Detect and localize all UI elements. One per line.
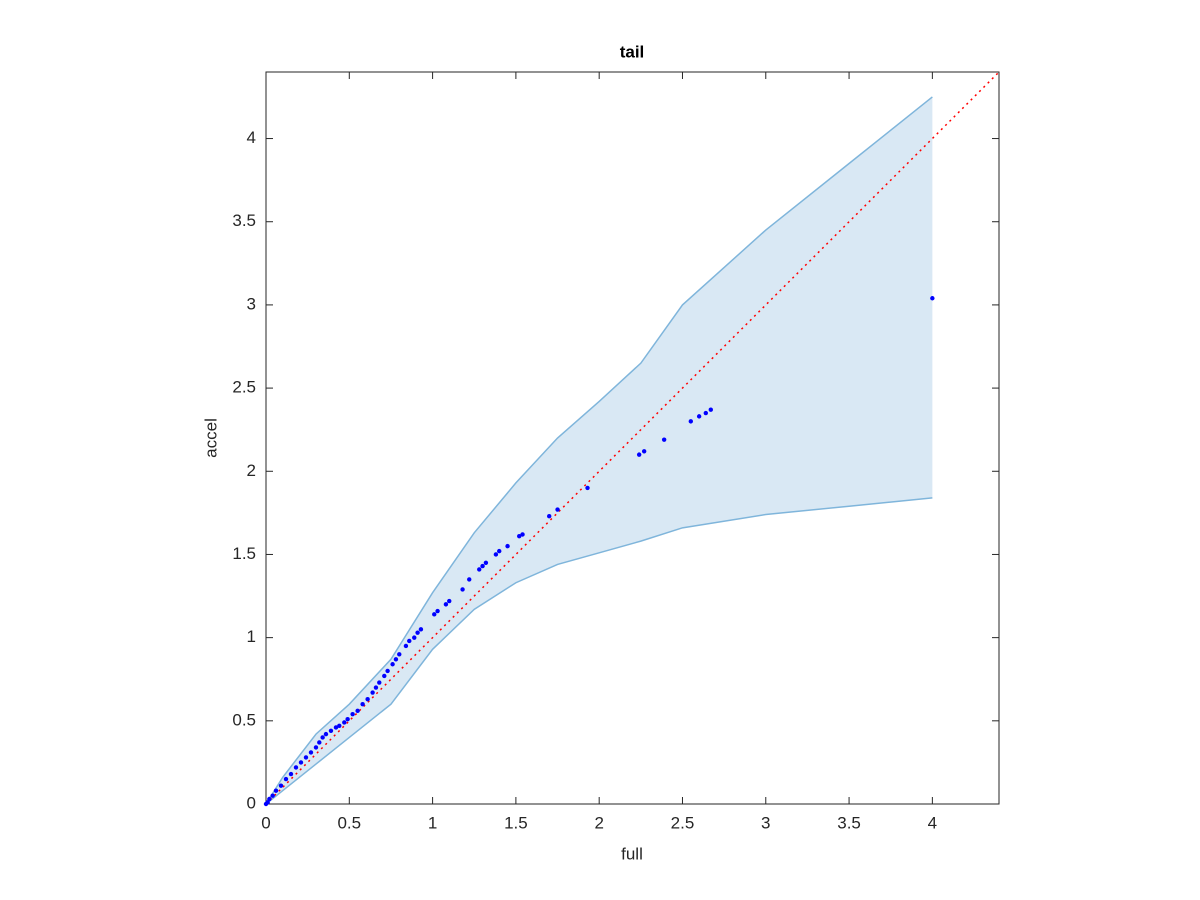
point xyxy=(703,410,708,416)
point xyxy=(467,577,472,582)
point xyxy=(323,731,329,737)
point xyxy=(308,750,314,755)
point xyxy=(393,657,399,662)
x-tick-label: 0 xyxy=(261,813,270,832)
band-area xyxy=(266,96,933,805)
point xyxy=(298,760,304,765)
point xyxy=(382,673,387,679)
point xyxy=(303,755,309,760)
point xyxy=(480,563,485,569)
point xyxy=(412,635,417,640)
y-tick-label: 1 xyxy=(247,627,256,646)
point xyxy=(555,507,560,512)
point xyxy=(337,723,342,729)
point xyxy=(696,414,702,419)
point xyxy=(328,728,334,733)
chart-title: tail xyxy=(620,42,645,61)
y-tick-label: 0 xyxy=(247,793,256,812)
y-tick-label: 0.5 xyxy=(232,710,256,729)
point xyxy=(460,587,465,592)
y-axis-label: accel xyxy=(201,418,220,458)
point xyxy=(493,552,499,557)
x-tick-label: 1.5 xyxy=(504,813,528,832)
point xyxy=(397,652,402,657)
point xyxy=(350,711,355,717)
y-tick-label: 3 xyxy=(247,294,256,313)
point xyxy=(390,662,395,667)
point xyxy=(385,668,390,674)
point xyxy=(708,407,713,412)
point xyxy=(930,296,935,301)
y-tick-label: 2.5 xyxy=(232,378,256,397)
point xyxy=(477,567,482,572)
y-tick-label: 3.5 xyxy=(232,211,256,230)
point xyxy=(278,783,284,788)
y-tick-label: 4 xyxy=(247,128,256,147)
point xyxy=(370,690,375,695)
point xyxy=(377,680,382,685)
point xyxy=(360,701,365,707)
x-tick-label: 0.5 xyxy=(337,813,361,832)
point xyxy=(273,788,279,793)
point xyxy=(447,598,452,604)
point xyxy=(688,419,694,424)
point xyxy=(407,638,412,644)
point xyxy=(267,796,272,802)
point xyxy=(283,776,289,782)
point xyxy=(517,533,522,539)
point xyxy=(505,543,510,549)
x-tick-label: 2 xyxy=(594,813,603,832)
band-upper xyxy=(265,96,933,805)
x-axis-label: full xyxy=(621,844,643,863)
point xyxy=(585,485,590,491)
y-tick-label: 1.5 xyxy=(232,544,256,563)
point xyxy=(365,696,370,702)
point xyxy=(483,560,489,565)
point xyxy=(293,765,299,770)
point xyxy=(317,740,322,745)
point xyxy=(432,612,437,617)
band-lower xyxy=(265,497,933,805)
point xyxy=(661,437,667,442)
point xyxy=(641,449,647,454)
reference-line xyxy=(265,71,1000,805)
point xyxy=(373,685,379,690)
point xyxy=(320,735,325,740)
x-tick-label: 3.5 xyxy=(837,813,861,832)
point xyxy=(342,720,347,725)
point xyxy=(288,771,294,777)
point xyxy=(443,602,449,607)
x-tick-label: 4 xyxy=(928,813,937,832)
point xyxy=(265,800,270,805)
point xyxy=(313,745,319,750)
point xyxy=(355,708,360,714)
axes-box xyxy=(265,71,1000,805)
point xyxy=(270,793,275,798)
point xyxy=(418,627,424,632)
point xyxy=(435,608,440,614)
point xyxy=(345,716,350,722)
point xyxy=(636,452,642,457)
point xyxy=(520,532,525,537)
point xyxy=(497,548,502,554)
point xyxy=(403,643,409,649)
x-tick-label: 2.5 xyxy=(671,813,695,832)
point xyxy=(333,725,339,730)
x-tick-label: 3 xyxy=(761,813,770,832)
x-tick-label: 1 xyxy=(428,813,437,832)
y-tick-label: 2 xyxy=(247,461,256,480)
point xyxy=(415,630,420,635)
point xyxy=(547,513,552,519)
